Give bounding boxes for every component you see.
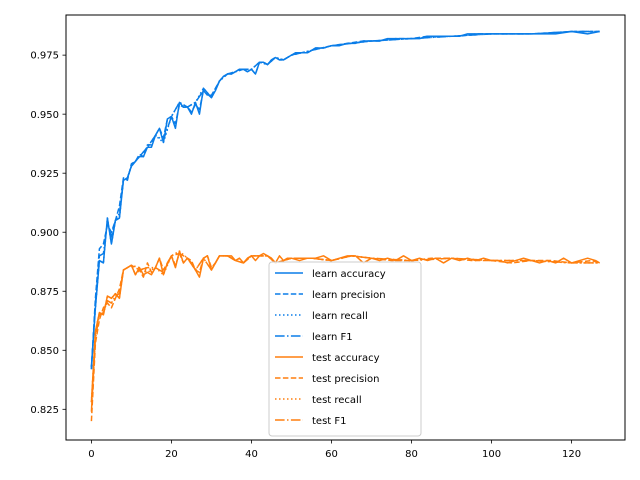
x-axis: 0 20 40 60 80 100 120 bbox=[88, 440, 581, 460]
legend-label: learn precision bbox=[312, 290, 386, 301]
legend: learn accuracy learn precision learn recal… bbox=[268, 261, 422, 437]
plot-frame bbox=[65, 14, 626, 441]
x-tick-label: 20 bbox=[165, 449, 178, 460]
x-tick-label: 40 bbox=[245, 449, 258, 460]
legend-label: learn F1 bbox=[312, 332, 353, 343]
legend-label: test accuracy bbox=[312, 353, 380, 364]
y-tick-label: 0.900 bbox=[30, 228, 59, 239]
y-tick-label: 0.825 bbox=[30, 405, 59, 416]
legend-label: test precision bbox=[312, 374, 380, 385]
y-tick-label: 0.875 bbox=[30, 287, 59, 298]
x-tick-label: 120 bbox=[562, 449, 581, 460]
series-line-test-f1 bbox=[90, 252, 600, 412]
x-tick-label: 0 bbox=[88, 449, 94, 460]
legend-label: test recall bbox=[312, 395, 362, 406]
series-line-learn-f1 bbox=[90, 30, 600, 370]
x-tick-label: 60 bbox=[325, 449, 338, 460]
series-line-learn-recall bbox=[90, 30, 600, 367]
legend-label: test F1 bbox=[312, 416, 347, 427]
legend-label: learn accuracy bbox=[312, 269, 386, 280]
legend-label: learn recall bbox=[312, 311, 368, 322]
y-tick-label: 0.975 bbox=[30, 51, 59, 62]
y-tick-label: 0.950 bbox=[30, 110, 59, 121]
x-tick-label: 100 bbox=[482, 449, 501, 460]
y-tick-label: 0.925 bbox=[30, 169, 59, 180]
series-layer bbox=[90, 30, 600, 422]
legend-box bbox=[268, 261, 422, 437]
x-tick-label: 80 bbox=[405, 449, 418, 460]
y-axis: 0.825 0.850 0.875 0.900 0.925 0.950 0.975 bbox=[30, 51, 66, 416]
y-tick-label: 0.850 bbox=[30, 346, 59, 357]
